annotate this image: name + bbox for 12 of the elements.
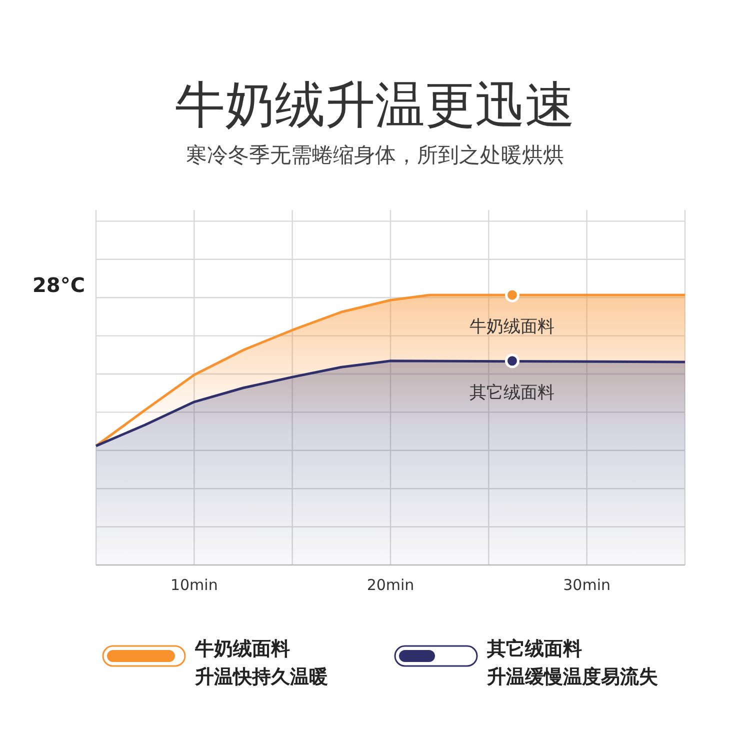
x-tick-label: 30min <box>563 576 611 594</box>
legend-label: 其它绒面料 <box>486 638 582 660</box>
text: 升温缓慢温度易流失 <box>486 666 658 688</box>
annotation: 牛奶绒面料 <box>470 317 555 337</box>
x-tick-label: 10min <box>170 576 218 594</box>
annotation: 其它绒面料 <box>470 382 555 403</box>
text: 28°C <box>32 273 85 297</box>
x-tick-label: 20min <box>366 576 414 594</box>
legend-label: 牛奶绒面料 <box>194 638 290 660</box>
chart-title: 牛奶绒升温更迅速 <box>175 76 575 134</box>
text: 升温快持久温暖 <box>194 666 328 688</box>
chart-subtitle: 寒冷冬季无需蜷缩身体，所到之处暖烘烘 <box>186 143 564 167</box>
